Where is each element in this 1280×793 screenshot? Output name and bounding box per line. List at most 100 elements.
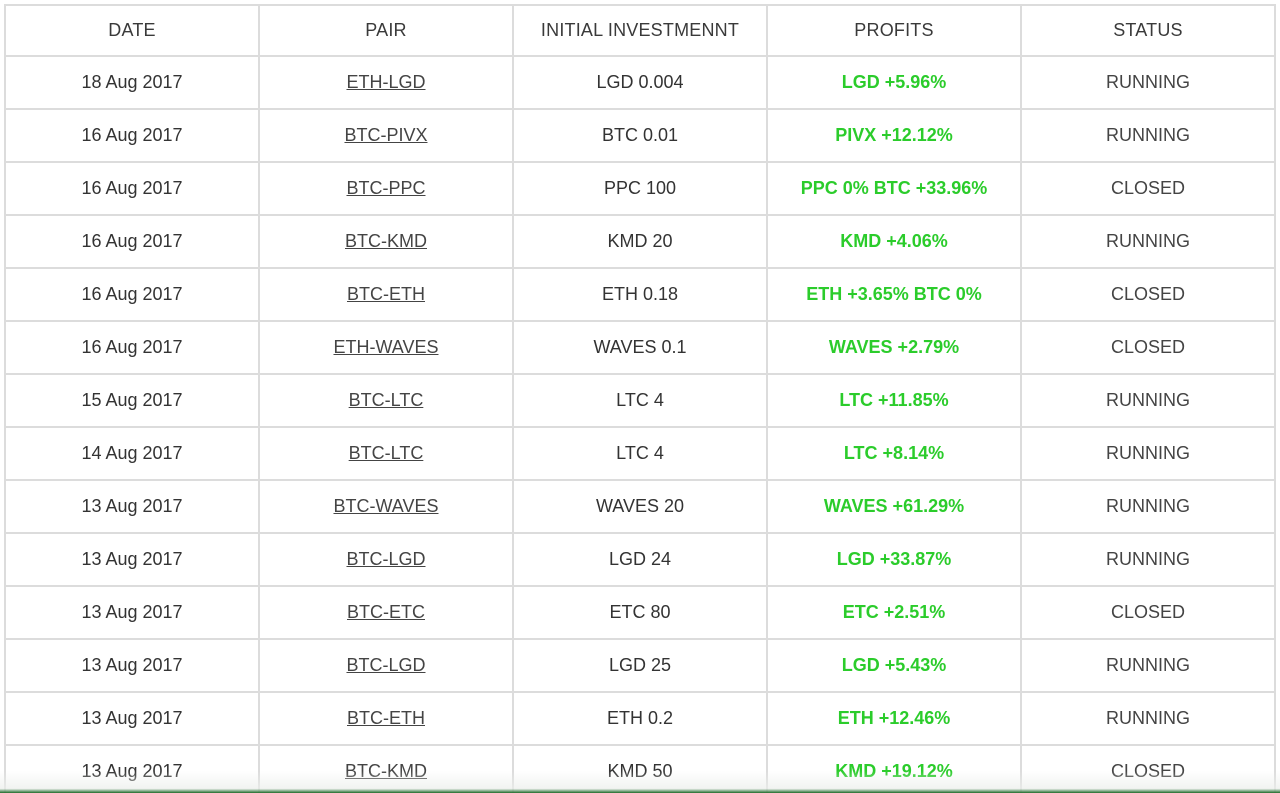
pair-link[interactable]: BTC-LGD — [346, 549, 426, 569]
pair-cell: BTC-WAVES — [258, 479, 514, 534]
date-cell: 13 Aug 2017 — [4, 532, 260, 587]
pair-cell: BTC-LGD — [258, 532, 514, 587]
column-header-status: STATUS — [1020, 4, 1276, 57]
pair-link[interactable]: BTC-ETC — [347, 602, 425, 622]
pair-cell: ETH-WAVES — [258, 320, 514, 375]
date-cell: 16 Aug 2017 — [4, 267, 260, 322]
profit-cell: LTC +8.14% — [766, 426, 1022, 481]
pair-cell: BTC-PIVX — [258, 108, 514, 163]
table-row: 13 Aug 2017 BTC-LGD LGD 25 LGD +5.43% RUNNIN… — [4, 638, 1276, 693]
profit-cell: LGD +33.87% — [766, 532, 1022, 587]
table-row: 13 Aug 2017 BTC-ETH ETH 0.2 ETH +12.46% RUNN… — [4, 691, 1276, 746]
investment-cell: WAVES 20 — [512, 479, 768, 534]
date-cell: 13 Aug 2017 — [4, 585, 260, 640]
status-cell: RUNNING — [1020, 55, 1276, 110]
date-cell: 14 Aug 2017 — [4, 426, 260, 481]
investment-cell: WAVES 0.1 — [512, 320, 768, 375]
investment-cell: ETC 80 — [512, 585, 768, 640]
pair-link[interactable]: BTC-PPC — [346, 178, 426, 198]
profit-cell: KMD +19.12% — [766, 744, 1022, 793]
table-row: 16 Aug 2017 BTC-KMD KMD 20 KMD +4.06% RUNNIN… — [4, 214, 1276, 269]
table-row: 16 Aug 2017 BTC-PIVX BTC 0.01 PIVX +12.12% R… — [4, 108, 1276, 163]
profit-cell: ETH +3.65% BTC 0% — [766, 267, 1022, 322]
table-row: 16 Aug 2017 BTC-PPC PPC 100 PPC 0% BTC +33.… — [4, 161, 1276, 216]
pair-cell: BTC-ETC — [258, 585, 514, 640]
status-cell: RUNNING — [1020, 532, 1276, 587]
pair-cell: BTC-KMD — [258, 744, 514, 793]
table-row: 15 Aug 2017 BTC-LTC LTC 4 LTC +11.85% RUNNIN… — [4, 373, 1276, 428]
trades-table: DATE PAIR INITIAL INVESTMENNT PROFITS ST… — [4, 4, 1276, 793]
pair-link[interactable]: BTC-ETH — [347, 284, 425, 304]
status-cell: CLOSED — [1020, 161, 1276, 216]
date-cell: 13 Aug 2017 — [4, 479, 260, 534]
pair-link[interactable]: ETH-LGD — [346, 72, 426, 92]
profit-cell: PIVX +12.12% — [766, 108, 1022, 163]
table-row: 13 Aug 2017 BTC-ETC ETC 80 ETC +2.51% CLOSED — [4, 585, 1276, 640]
table-row: 16 Aug 2017 ETH-WAVES WAVES 0.1 WAVES +2.79… — [4, 320, 1276, 375]
pair-link[interactable]: ETH-WAVES — [333, 337, 439, 357]
table-row: 13 Aug 2017 BTC-KMD KMD 50 KMD +19.12% CLOSE… — [4, 744, 1276, 793]
profit-cell: ETC +2.51% — [766, 585, 1022, 640]
date-cell: 18 Aug 2017 — [4, 55, 260, 110]
pair-link[interactable]: BTC-LGD — [346, 655, 426, 675]
column-header-investment: INITIAL INVESTMENNT — [512, 4, 768, 57]
status-cell: CLOSED — [1020, 585, 1276, 640]
pair-cell: BTC-ETH — [258, 267, 514, 322]
pair-link[interactable]: BTC-ETH — [347, 708, 425, 728]
status-cell: RUNNING — [1020, 214, 1276, 269]
pair-link[interactable]: BTC-KMD — [345, 761, 427, 781]
date-cell: 13 Aug 2017 — [4, 744, 260, 793]
status-cell: CLOSED — [1020, 267, 1276, 322]
pair-cell: BTC-LTC — [258, 426, 514, 481]
investment-cell: ETH 0.18 — [512, 267, 768, 322]
profit-cell: PPC 0% BTC +33.96% — [766, 161, 1022, 216]
table-body: 18 Aug 2017 ETH-LGD LGD 0.004 LGD +5.96% RUN… — [4, 55, 1276, 793]
table-header: DATE PAIR INITIAL INVESTMENNT PROFITS ST… — [4, 4, 1276, 57]
trades-table-container: DATE PAIR INITIAL INVESTMENNT PROFITS ST… — [4, 4, 1276, 793]
date-cell: 16 Aug 2017 — [4, 161, 260, 216]
date-cell: 15 Aug 2017 — [4, 373, 260, 428]
column-header-date: DATE — [4, 4, 260, 57]
investment-cell: KMD 20 — [512, 214, 768, 269]
status-cell: RUNNING — [1020, 691, 1276, 746]
table-row: 14 Aug 2017 BTC-LTC LTC 4 LTC +8.14% RUNNING — [4, 426, 1276, 481]
investment-cell: PPC 100 — [512, 161, 768, 216]
pair-link[interactable]: BTC-LTC — [348, 390, 424, 410]
pair-cell: BTC-LTC — [258, 373, 514, 428]
table-row: 13 Aug 2017 BTC-LGD LGD 24 LGD +33.87% RUNNI… — [4, 532, 1276, 587]
pair-cell: BTC-PPC — [258, 161, 514, 216]
date-cell: 13 Aug 2017 — [4, 638, 260, 693]
pair-link[interactable]: BTC-PIVX — [344, 125, 428, 145]
column-header-profits: PROFITS — [766, 4, 1022, 57]
status-cell: RUNNING — [1020, 638, 1276, 693]
date-cell: 16 Aug 2017 — [4, 320, 260, 375]
table-row: 13 Aug 2017 BTC-WAVES WAVES 20 WAVES +61.29… — [4, 479, 1276, 534]
date-cell: 16 Aug 2017 — [4, 108, 260, 163]
profit-cell: LGD +5.96% — [766, 55, 1022, 110]
investment-cell: LGD 25 — [512, 638, 768, 693]
date-cell: 16 Aug 2017 — [4, 214, 260, 269]
investment-cell: LGD 0.004 — [512, 55, 768, 110]
investment-cell: LTC 4 — [512, 373, 768, 428]
header-row: DATE PAIR INITIAL INVESTMENNT PROFITS ST… — [4, 4, 1276, 57]
pair-cell: BTC-ETH — [258, 691, 514, 746]
pair-cell: ETH-LGD — [258, 55, 514, 110]
status-cell: CLOSED — [1020, 744, 1276, 793]
investment-cell: LTC 4 — [512, 426, 768, 481]
status-cell: RUNNING — [1020, 373, 1276, 428]
profit-cell: KMD +4.06% — [766, 214, 1022, 269]
column-header-pair: PAIR — [258, 4, 514, 57]
pair-link[interactable]: BTC-WAVES — [333, 496, 439, 516]
investment-cell: LGD 24 — [512, 532, 768, 587]
pair-link[interactable]: BTC-KMD — [345, 231, 427, 251]
status-cell: RUNNING — [1020, 479, 1276, 534]
investment-cell: ETH 0.2 — [512, 691, 768, 746]
table-row: 16 Aug 2017 BTC-ETH ETH 0.18 ETH +3.65% BTC… — [4, 267, 1276, 322]
pair-cell: BTC-KMD — [258, 214, 514, 269]
profit-cell: ETH +12.46% — [766, 691, 1022, 746]
status-cell: RUNNING — [1020, 426, 1276, 481]
pair-link[interactable]: BTC-LTC — [348, 443, 424, 463]
status-cell: RUNNING — [1020, 108, 1276, 163]
investment-cell: KMD 50 — [512, 744, 768, 793]
pair-cell: BTC-LGD — [258, 638, 514, 693]
